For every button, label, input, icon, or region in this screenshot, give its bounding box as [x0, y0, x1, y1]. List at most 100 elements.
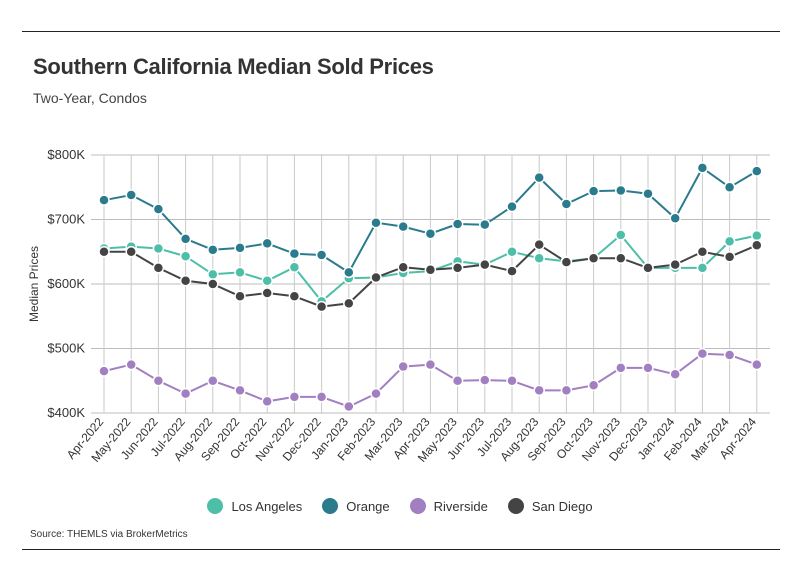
data-point-san-diego	[152, 262, 165, 274]
data-point-orange	[533, 171, 545, 184]
data-point-san-diego	[370, 271, 382, 284]
data-point-riverside	[451, 375, 464, 387]
data-point-san-diego	[98, 246, 110, 258]
data-point-riverside	[370, 387, 382, 400]
data-point-orange	[397, 220, 409, 233]
data-point-los-angeles	[261, 275, 273, 287]
data-point-los-angeles	[723, 235, 736, 248]
data-point-riverside	[506, 375, 518, 387]
data-point-riverside	[533, 384, 545, 397]
data-point-orange	[152, 203, 165, 215]
y-axis-label: Median Prices	[27, 246, 41, 322]
data-point-riverside	[234, 384, 246, 397]
data-point-orange	[451, 218, 464, 230]
data-point-san-diego	[397, 261, 409, 273]
y-tick-label: $400K	[47, 405, 85, 420]
data-point-orange	[424, 227, 437, 240]
chart-title: Southern California Median Sold Prices	[33, 54, 434, 79]
data-point-san-diego	[560, 256, 573, 268]
data-point-orange	[560, 198, 573, 210]
data-point-riverside	[315, 391, 328, 403]
data-point-riverside	[751, 358, 763, 371]
data-point-los-angeles	[234, 266, 246, 279]
y-tick-label: $500K	[47, 341, 85, 356]
data-point-san-diego	[587, 252, 600, 264]
source-note: Source: THEMLS via BrokerMetrics	[30, 529, 188, 540]
data-point-san-diego	[261, 287, 273, 299]
data-point-riverside	[669, 368, 681, 381]
data-point-orange	[642, 187, 654, 200]
data-point-san-diego	[642, 262, 654, 274]
legend-swatch	[507, 498, 524, 514]
data-point-orange	[696, 162, 709, 174]
data-point-san-diego	[424, 264, 437, 276]
legend-label: San Diego	[531, 498, 593, 514]
data-point-los-angeles	[615, 229, 627, 241]
data-point-orange	[615, 184, 627, 197]
data-point-riverside	[479, 374, 491, 386]
legend-label: Riverside	[433, 498, 488, 514]
data-point-riverside	[343, 400, 355, 413]
data-point-san-diego	[696, 246, 709, 258]
data-point-riverside	[397, 360, 409, 373]
data-point-los-angeles	[288, 261, 301, 273]
data-point-san-diego	[179, 275, 192, 287]
data-point-orange	[370, 216, 382, 229]
y-tick-label: $800K	[47, 147, 85, 162]
data-point-orange	[315, 249, 328, 261]
data-point-san-diego	[288, 290, 301, 303]
data-point-los-angeles	[207, 268, 219, 281]
legend-item-orange: Orange	[322, 498, 390, 514]
top-rule	[22, 31, 780, 32]
data-point-orange	[125, 189, 137, 201]
data-point-orange	[587, 185, 600, 197]
chart-legend: Los Angeles Orange Riverside San Diego	[0, 498, 800, 514]
legend-label: Los Angeles	[231, 498, 303, 514]
data-point-los-angeles	[152, 242, 165, 255]
data-point-orange	[723, 181, 736, 193]
data-point-san-diego	[343, 297, 355, 310]
data-point-orange	[261, 237, 273, 250]
data-point-riverside	[696, 347, 709, 360]
data-point-riverside	[723, 349, 736, 361]
data-point-riverside	[615, 362, 627, 374]
data-point-riverside	[98, 365, 110, 377]
data-point-san-diego	[723, 251, 736, 263]
y-tick-label: $600K	[47, 276, 85, 291]
bottom-rule	[22, 549, 780, 550]
data-point-san-diego	[479, 258, 491, 271]
data-point-orange	[479, 218, 491, 231]
data-point-riverside	[125, 358, 137, 371]
data-point-los-angeles	[506, 246, 518, 258]
data-point-riverside	[261, 395, 273, 408]
data-point-orange	[751, 165, 763, 177]
data-point-los-angeles	[533, 252, 545, 264]
data-point-orange	[234, 242, 246, 254]
legend-item-los-angeles: Los Angeles	[207, 498, 302, 514]
y-tick-label: $700K	[47, 212, 85, 227]
data-point-san-diego	[506, 265, 518, 277]
data-point-riverside	[560, 384, 573, 397]
data-point-san-diego	[533, 238, 545, 251]
data-point-san-diego	[669, 258, 681, 271]
data-point-riverside	[587, 379, 600, 392]
legend-swatch	[207, 498, 224, 514]
legend-label: Orange	[346, 498, 390, 514]
data-point-riverside	[179, 387, 192, 400]
data-point-orange	[179, 233, 192, 245]
data-point-orange	[669, 212, 681, 224]
data-point-orange	[506, 200, 518, 213]
data-point-san-diego	[207, 278, 219, 290]
data-point-riverside	[207, 375, 219, 387]
data-point-riverside	[152, 375, 165, 387]
data-point-orange	[343, 266, 355, 279]
data-point-san-diego	[451, 262, 464, 274]
data-point-riverside	[288, 391, 301, 403]
data-point-riverside	[424, 358, 437, 371]
data-point-los-angeles	[751, 229, 763, 242]
legend-swatch	[409, 498, 426, 514]
data-point-san-diego	[615, 252, 627, 264]
legend-item-riverside: Riverside	[409, 498, 488, 514]
data-point-orange	[98, 194, 110, 206]
